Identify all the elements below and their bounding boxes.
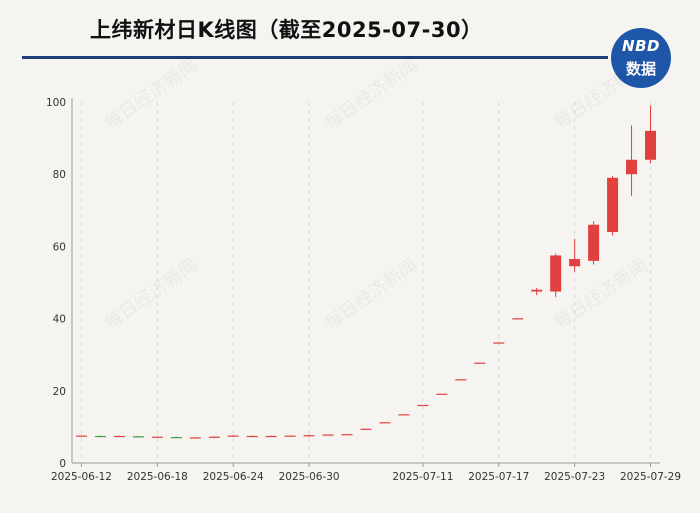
candle-body bbox=[626, 159, 638, 175]
x-tick-label: 2025-07-17 bbox=[468, 471, 529, 483]
x-tick-label: 2025-07-23 bbox=[544, 471, 605, 483]
candle-body bbox=[265, 435, 277, 438]
watermark-text: 每日经济新闻 bbox=[551, 55, 652, 134]
candle-body bbox=[569, 259, 581, 267]
y-tick-label: 100 bbox=[46, 97, 66, 109]
x-tick-label: 2025-07-11 bbox=[392, 471, 453, 483]
candle-body bbox=[284, 435, 296, 437]
y-tick-label: 0 bbox=[59, 458, 66, 470]
y-tick-label: 40 bbox=[53, 314, 66, 326]
candle-body bbox=[303, 435, 315, 437]
candle-body bbox=[379, 422, 391, 424]
y-tick-label: 20 bbox=[53, 386, 66, 398]
candle-body bbox=[208, 436, 220, 438]
candle-body bbox=[151, 436, 163, 438]
candle-body bbox=[322, 434, 334, 436]
x-tick-label: 2025-06-18 bbox=[127, 471, 188, 483]
candle-body bbox=[512, 318, 524, 320]
candle-body bbox=[417, 404, 429, 407]
candle-body bbox=[246, 435, 258, 438]
candle-body bbox=[493, 342, 505, 344]
candle-body bbox=[113, 435, 125, 438]
candle-body bbox=[455, 379, 467, 381]
candle-body bbox=[341, 434, 353, 436]
y-tick-label: 80 bbox=[53, 169, 66, 181]
x-tick-label: 2025-06-30 bbox=[279, 471, 340, 483]
watermark-text: 每日经济新闻 bbox=[101, 255, 202, 334]
candle-body bbox=[550, 255, 562, 292]
candle-body bbox=[75, 435, 87, 437]
candle-body bbox=[170, 437, 182, 439]
candle-body bbox=[398, 414, 410, 416]
candle-body bbox=[189, 437, 201, 439]
logo-top-text: NBD bbox=[622, 37, 660, 55]
x-tick-label: 2025-06-12 bbox=[51, 471, 112, 483]
watermark-text: 每日经济新闻 bbox=[551, 255, 652, 334]
title-rule bbox=[22, 56, 608, 59]
watermark-text: 每日经济新闻 bbox=[321, 255, 422, 334]
x-tick-label: 2025-07-29 bbox=[620, 471, 681, 483]
chart-title: 上纬新材日K线图（截至2025-07-30） bbox=[90, 18, 483, 42]
watermark-text: 每日经济新闻 bbox=[101, 55, 202, 134]
x-tick-label: 2025-06-24 bbox=[203, 471, 264, 483]
candle-body bbox=[132, 436, 144, 438]
candle-body bbox=[94, 435, 106, 438]
watermark-text: 每日经济新闻 bbox=[321, 55, 422, 134]
candle-body bbox=[436, 393, 448, 395]
candle-body bbox=[360, 428, 372, 430]
candle-body bbox=[531, 289, 543, 292]
candle-body bbox=[645, 130, 657, 160]
logo-bottom-text: 数据 bbox=[625, 60, 656, 78]
y-tick-label: 60 bbox=[53, 241, 66, 253]
candle-body bbox=[474, 362, 486, 364]
candle-body bbox=[588, 224, 600, 261]
candle-body bbox=[607, 177, 619, 232]
candle-body bbox=[227, 435, 239, 437]
nbd-logo: NBD 数据 bbox=[611, 28, 671, 88]
